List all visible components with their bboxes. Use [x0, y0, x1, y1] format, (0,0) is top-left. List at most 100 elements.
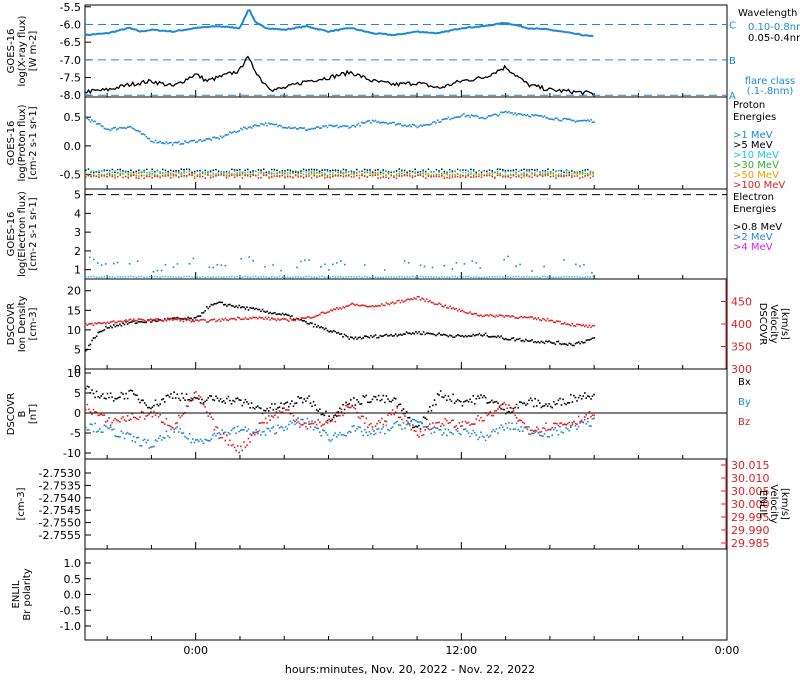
data-point: [257, 276, 260, 279]
data-point: [162, 142, 165, 144]
data-point: [590, 338, 592, 340]
data-point: [85, 408, 87, 411]
data-point: [345, 276, 347, 278]
data-point: [477, 333, 479, 336]
data-point: [515, 265, 517, 268]
data-point: [422, 434, 425, 436]
data-point: [178, 397, 180, 400]
data-point: [494, 335, 496, 338]
data-point: [539, 174, 541, 176]
data-point: [142, 411, 144, 414]
data-point: [100, 125, 103, 127]
data-point: [451, 268, 454, 270]
data-point: [526, 316, 529, 319]
data-point: [249, 317, 251, 319]
data-point: [408, 423, 411, 425]
data-point: [340, 260, 342, 262]
data-point: [399, 424, 402, 427]
data-point: [416, 332, 419, 335]
data-point: [563, 423, 566, 425]
data-point: [363, 396, 366, 398]
data-point: [446, 173, 448, 175]
data-point: [385, 174, 387, 176]
data-point: [167, 142, 169, 145]
data-point: [470, 114, 473, 116]
data-point: [329, 175, 331, 178]
data-point: [398, 416, 400, 419]
data-point: [157, 404, 160, 407]
data-point: [535, 426, 538, 429]
data-point: [217, 170, 220, 172]
data-point: [452, 336, 454, 339]
data-point: [329, 173, 331, 176]
data-point: [216, 263, 219, 266]
data-point: [162, 319, 165, 322]
data-point: [478, 175, 480, 178]
data-point: [112, 428, 115, 430]
data-point: [130, 175, 132, 177]
data-point: [565, 426, 567, 429]
data-point: [147, 414, 149, 417]
data-point: [498, 314, 501, 316]
data-point: [187, 438, 189, 440]
data-point: [393, 121, 395, 124]
data-point: [148, 319, 151, 322]
data-point: [232, 131, 234, 134]
data-point: [174, 427, 177, 430]
data-point: [472, 395, 474, 397]
data-point: [172, 176, 175, 178]
data-point: [373, 335, 375, 337]
data-point: [154, 171, 156, 174]
data-point: [124, 172, 127, 174]
data-point: [401, 428, 403, 430]
data-point: [151, 319, 154, 322]
data-point: [505, 422, 507, 425]
data-point: [165, 418, 168, 420]
data-point: [162, 172, 164, 175]
data-point: [172, 266, 175, 269]
data-point: [407, 421, 409, 423]
data-point: [199, 174, 201, 176]
data-point: [377, 276, 379, 279]
data-point: [384, 420, 386, 422]
data-point: [539, 173, 541, 175]
data-point: [529, 340, 532, 342]
data-point: [300, 317, 302, 319]
data-point: [467, 334, 470, 337]
data-point: [523, 402, 526, 404]
data-point: [98, 123, 101, 125]
panel-frame: [84, 278, 728, 370]
data-point: [531, 429, 533, 432]
data-point: [247, 174, 249, 176]
data-point: [329, 170, 331, 172]
legend-title: Proton: [733, 100, 765, 111]
data-point: [176, 316, 178, 319]
data-point: [531, 276, 533, 278]
data-point: [576, 342, 578, 344]
right-axis-label: Velocity: [768, 304, 779, 343]
data-point: [97, 414, 99, 417]
data-point: [401, 124, 403, 127]
legend-item: >30 MeV: [733, 160, 779, 171]
data-point: [182, 320, 185, 323]
data-point: [227, 431, 230, 434]
data-point: [554, 403, 557, 406]
data-point: [414, 175, 416, 177]
data-point: [112, 320, 115, 322]
data-point: [111, 326, 113, 329]
data-point: [170, 177, 172, 179]
data-point: [359, 426, 361, 429]
data-point: [585, 324, 588, 327]
data-point: [514, 112, 516, 114]
data-point: [176, 263, 179, 265]
data-point: [212, 173, 214, 176]
data-point: [497, 315, 499, 318]
data-point: [514, 406, 516, 409]
data-point: [180, 175, 183, 178]
data-point: [356, 338, 358, 340]
data-point: [188, 263, 191, 265]
data-point: [407, 298, 409, 300]
data-point: [371, 275, 374, 278]
data-point: [255, 431, 258, 434]
data-point: [119, 126, 121, 129]
